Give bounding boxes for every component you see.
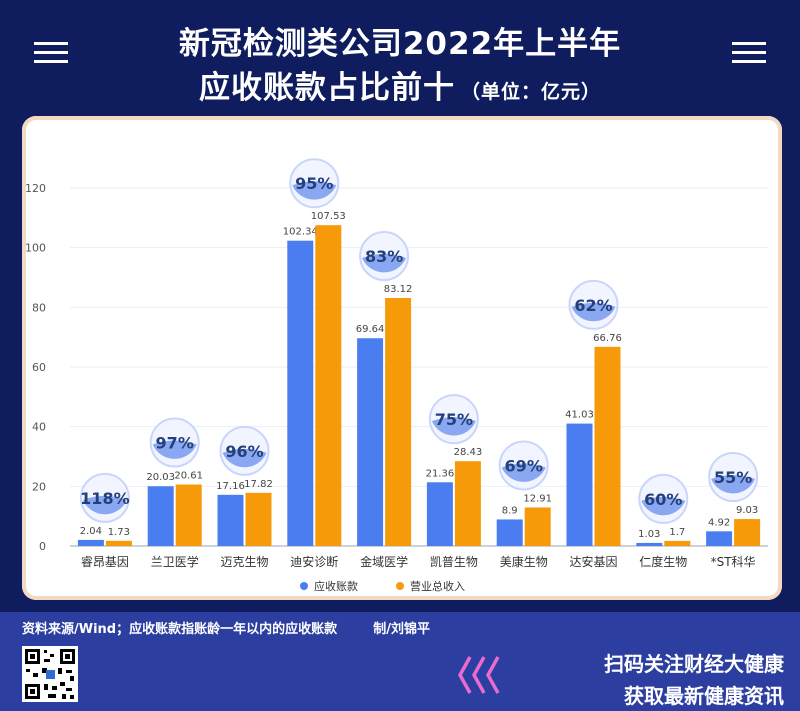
ratio-label-1: 97% xyxy=(156,434,194,453)
y-tick-label-0: 0 xyxy=(39,540,46,553)
ratio-label-3: 95% xyxy=(295,174,333,193)
bar-revenue-7 xyxy=(594,346,621,546)
bar-revenue-0 xyxy=(105,540,132,546)
y-tick-label-80: 80 xyxy=(32,301,46,314)
chart-card: 0 20 40 60 80 100 120 2.04 1.73 睿昂基因 118% 20.03 20.6… xyxy=(22,116,782,600)
footer-band xyxy=(0,612,800,711)
x-tick-label-8: 仁度生物 xyxy=(639,554,687,569)
source-note: 资料来源/Wind；应收账款指账龄一年以内的应收账款 制/刘锦平 xyxy=(22,622,431,637)
ratio-bubble-fill-0 xyxy=(82,495,127,515)
x-tick-label-2: 迈克生物 xyxy=(220,555,268,569)
legend-label-revenue: 营业总收入 xyxy=(410,579,465,593)
ratio-label-2: 96% xyxy=(225,442,263,461)
bar-receivables-9 xyxy=(706,531,733,546)
bar-receivables-1 xyxy=(147,486,174,546)
bar-revenue-8 xyxy=(664,540,691,546)
promo-line-1: 扫码关注财经大健康 xyxy=(604,652,784,676)
y-tick-label-120: 120 xyxy=(25,182,46,195)
bar-revenue-1 xyxy=(175,484,202,546)
data-label-revenue-4: 83.12 xyxy=(384,284,413,295)
x-tick-label-3: 迪安诊断 xyxy=(290,554,338,569)
data-label-revenue-7: 66.76 xyxy=(593,333,622,344)
bar-receivables-3 xyxy=(287,240,314,546)
legend-marker-receivables xyxy=(300,582,308,590)
bar-revenue-3 xyxy=(315,225,342,547)
title-main: 应收账款占比前十 xyxy=(198,70,455,106)
data-label-revenue-0: 1.73 xyxy=(108,527,130,538)
x-tick-label-6: 美康生物 xyxy=(500,554,548,569)
bar-chart: 0 20 40 60 80 100 120 2.04 1.73 睿昂基因 118% 20.03 20.6… xyxy=(25,158,768,593)
legend-label-receivables: 应收账款 xyxy=(314,579,358,593)
data-label-revenue-8: 1.7 xyxy=(669,527,685,538)
ratio-bubble-fill-1 xyxy=(152,440,197,459)
ratio-label-8: 60% xyxy=(644,490,682,509)
ratio-bubble-fill-3 xyxy=(292,181,337,200)
x-tick-label-5: 凯普生物 xyxy=(430,555,478,569)
promo-line-2: 获取最新健康资讯 xyxy=(624,684,784,708)
ratio-label-7: 62% xyxy=(574,296,612,315)
ratio-bubble-fill-8 xyxy=(641,496,686,516)
data-label-receivables-4: 69.64 xyxy=(356,324,385,335)
title-unit: （单位：亿元） xyxy=(460,81,601,103)
x-tick-label-0: 睿昂基因 xyxy=(81,554,129,569)
bar-revenue-4 xyxy=(385,298,412,546)
legend-marker-revenue xyxy=(396,582,404,590)
title-line-1: 新冠检测类公司2022年上半年 xyxy=(178,26,622,62)
bar-revenue-5 xyxy=(454,461,481,546)
x-tick-label-9: *ST科华 xyxy=(711,555,756,569)
data-label-receivables-1: 20.03 xyxy=(146,472,175,483)
header: 新冠检测类公司2022年上半年 应收账款占比前十 （单位：亿元） xyxy=(0,0,800,112)
bar-revenue-6 xyxy=(524,507,551,546)
x-tick-label-4: 金域医学 xyxy=(360,554,408,569)
data-label-revenue-5: 28.43 xyxy=(454,447,483,458)
data-label-revenue-9: 9.03 xyxy=(736,505,758,516)
qr-code-icon xyxy=(22,646,78,702)
y-tick-label-20: 20 xyxy=(32,480,46,493)
data-label-revenue-2: 17.82 xyxy=(244,479,273,490)
menu-icon-right[interactable] xyxy=(732,42,766,64)
bar-receivables-2 xyxy=(217,494,244,546)
bar-revenue-9 xyxy=(734,519,761,546)
data-label-receivables-5: 21.36 xyxy=(426,468,455,479)
ratio-label-9: 55% xyxy=(714,468,752,487)
data-label-receivables-9: 4.92 xyxy=(708,517,730,528)
ratio-bubble-fill-2 xyxy=(222,448,267,468)
data-label-receivables-3: 102.34 xyxy=(283,227,318,238)
bar-receivables-5 xyxy=(426,482,453,546)
ratio-bubble-fill-7 xyxy=(571,302,616,322)
y-tick-label-100: 100 xyxy=(25,242,46,255)
x-tick-label-1: 兰卫医学 xyxy=(151,554,199,569)
bar-receivables-0 xyxy=(77,539,104,546)
bar-receivables-4 xyxy=(357,338,384,546)
title-line-2: 应收账款占比前十 （单位：亿元） xyxy=(0,62,800,107)
data-label-receivables-8: 1.03 xyxy=(638,529,660,540)
data-label-revenue-6: 12.91 xyxy=(523,493,552,504)
x-tick-label-7: 达安基因 xyxy=(569,554,617,569)
ratio-label-5: 75% xyxy=(435,410,473,429)
bar-receivables-6 xyxy=(496,519,523,546)
y-tick-label-40: 40 xyxy=(32,421,46,434)
ratio-bubble-fill-9 xyxy=(711,475,756,494)
ratio-bubble-fill-4 xyxy=(362,254,407,273)
ratio-bubble-fill-6 xyxy=(501,463,546,482)
data-label-revenue-1: 20.61 xyxy=(174,471,203,482)
data-label-receivables-6: 8.9 xyxy=(502,505,518,516)
ratio-bubble-fill-5 xyxy=(431,417,476,436)
data-label-receivables-7: 41.03 xyxy=(565,410,594,421)
bar-receivables-7 xyxy=(566,423,593,546)
chevron-left-icon xyxy=(457,656,500,694)
ratio-label-4: 83% xyxy=(365,247,403,266)
data-label-receivables-0: 2.04 xyxy=(80,526,102,537)
bar-revenue-2 xyxy=(245,492,272,546)
data-label-revenue-3: 107.53 xyxy=(311,211,346,222)
data-label-receivables-2: 17.16 xyxy=(216,481,245,492)
menu-icon-left[interactable] xyxy=(34,42,68,64)
bar-receivables-8 xyxy=(636,542,663,546)
ratio-label-0: 118% xyxy=(80,489,129,508)
ratio-label-6: 69% xyxy=(505,456,543,475)
y-tick-label-60: 60 xyxy=(32,361,46,374)
